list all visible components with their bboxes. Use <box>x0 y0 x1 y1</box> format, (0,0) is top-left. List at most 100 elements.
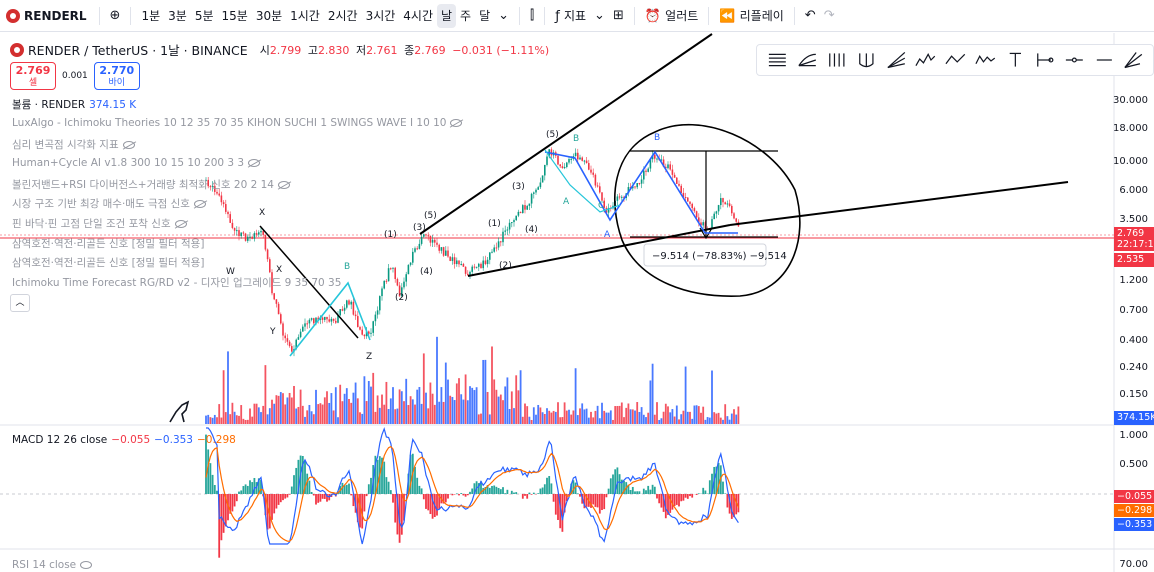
interval-5m[interactable]: 5분 <box>194 8 214 23</box>
fork-icon[interactable] <box>856 50 877 70</box>
volume-bar <box>671 409 674 424</box>
candle-style-icon[interactable]: ⫿ <box>530 7 535 23</box>
candle-body <box>370 332 372 334</box>
horizontal-ray-icon[interactable] <box>1064 50 1085 70</box>
candle-body <box>517 211 520 216</box>
indicator-legend-row[interactable]: 핀 바닥·핀 고점 단일 조건 포착 신호 <box>12 216 187 231</box>
blue-pattern-right[interactable] <box>544 150 738 234</box>
macd-hist-bar <box>447 494 449 499</box>
interval-1h[interactable]: 1시간 <box>290 8 320 23</box>
undo-icon[interactable]: ↶ <box>804 7 816 23</box>
fib-fan-icon[interactable] <box>1123 50 1144 70</box>
abc-correction-icon[interactable] <box>945 50 966 70</box>
candle-body <box>271 272 273 294</box>
macd-hist-bar <box>235 494 238 502</box>
indicator-name: 핀 바닥·핀 고점 단일 조건 포착 신호 <box>12 218 171 230</box>
volume-legend[interactable]: 볼륨 · RENDER 374.15 K <box>12 97 136 112</box>
volume-bar <box>735 414 738 424</box>
macd-hist-bar <box>240 490 243 494</box>
pitchfork-lines-icon[interactable] <box>767 50 788 70</box>
upper-trend-line[interactable] <box>419 33 713 235</box>
indicator-legend-row[interactable]: 시장 구조 기반 최강 매수·매도 극점 신호 <box>12 196 206 211</box>
triangle-wave-icon[interactable] <box>975 50 996 70</box>
indicator-legend-row[interactable]: 볼린저밴드+RSI 다이버전스+거래량 최적화 신호 20 2 14 <box>12 177 290 192</box>
indicator-legend-row[interactable]: 삼역호전·역전·리골든 신호 [정밀 필터 적용] <box>12 236 204 251</box>
indicator-legend-row[interactable]: 심리 변곡점 시각화 지표 <box>12 137 135 152</box>
layouts-grid-icon[interactable]: ⊞ <box>612 7 624 23</box>
interval-2h[interactable]: 2시간 <box>327 8 358 23</box>
macd-hist-bar <box>539 488 542 494</box>
interval-4h[interactable]: 4시간 <box>403 8 433 23</box>
indicator-legend-row[interactable]: LuxAlgo - Ichimoku Theories 10 12 35 70 … <box>12 117 463 129</box>
volume-bar <box>235 415 238 424</box>
interval-1w[interactable]: 주 <box>460 8 472 23</box>
elliott-impulse-icon[interactable] <box>915 50 936 70</box>
trend-line-icon[interactable] <box>1094 50 1115 70</box>
candle-body <box>530 193 533 204</box>
chevron-down-icon[interactable]: ⌄ <box>594 7 605 23</box>
volume-bar <box>363 376 366 424</box>
indicator-legend-row[interactable]: Human+Cycle AI v1.8 300 10 15 10 200 3 3 <box>12 157 261 169</box>
symbol-search-button[interactable]: RENDERL <box>0 4 93 28</box>
interval-3h[interactable]: 3시간 <box>365 8 396 23</box>
chevron-down-icon[interactable]: ⌄ <box>498 7 510 23</box>
eye-hidden-icon[interactable] <box>80 561 93 569</box>
volume-bar <box>475 387 478 424</box>
eye-hidden-icon[interactable] <box>122 141 135 149</box>
vertical-line-icon[interactable] <box>1005 50 1026 70</box>
current-price-tag[interactable]: 2.769 22:17:1 <box>1114 227 1154 251</box>
interval-3m[interactable]: 3분 <box>168 8 187 23</box>
candle-body <box>251 236 253 239</box>
add-symbol-icon[interactable]: ⊕ <box>109 7 121 23</box>
macd-legend[interactable]: MACD 12 26 close −0.055 −0.353 −0.298 <box>12 434 236 446</box>
gann-fan-icon[interactable] <box>797 50 818 70</box>
speed-fan-icon[interactable] <box>886 50 907 70</box>
interval-1m[interactable]: 1분 <box>141 8 161 23</box>
cycle-lines-icon[interactable] <box>826 50 847 70</box>
drawings-layer[interactable] <box>259 33 1069 357</box>
indicators-button[interactable]: ƒ 지표 <box>551 4 590 28</box>
macd-hist-bar <box>306 473 309 494</box>
spread-value: 0.001 <box>62 71 88 81</box>
volume-bar <box>711 370 713 424</box>
volume-bar <box>693 405 696 424</box>
toolbar-divider <box>793 6 795 25</box>
collapse-legend-button[interactable]: ︿ <box>10 294 30 312</box>
xyz-trend-line[interactable] <box>259 225 359 339</box>
extended-trend-line[interactable] <box>729 181 1069 226</box>
date-range-icon[interactable] <box>1034 50 1055 70</box>
replay-button[interactable]: ⏪ 리플레이 <box>715 4 788 28</box>
redo-icon[interactable]: ↷ <box>823 7 835 23</box>
sell-price: 2.769 <box>15 64 51 77</box>
macd-hist-bar <box>462 494 465 496</box>
interval-1d[interactable]: 날 <box>437 3 457 28</box>
eye-hidden-icon[interactable] <box>277 181 290 189</box>
eye-hidden-icon[interactable] <box>248 159 261 167</box>
interval-1mo[interactable]: 달 <box>479 8 491 23</box>
hand-drawn-circle[interactable] <box>613 123 801 297</box>
horizontal-line-price-tag[interactable]: 2.535 <box>1114 253 1154 267</box>
lower-trend-line[interactable] <box>467 224 731 277</box>
interval-30m[interactable]: 30분 <box>255 8 283 23</box>
volume-bar <box>587 417 590 424</box>
eye-hidden-icon[interactable] <box>450 119 463 127</box>
cyan-pattern-right[interactable] <box>544 149 621 213</box>
candle-body <box>317 317 319 320</box>
buy-button[interactable]: 2.770 바이 <box>93 62 140 90</box>
candle-body <box>634 186 636 188</box>
candle-body <box>724 202 726 205</box>
interval-15m[interactable]: 15분 <box>221 8 248 23</box>
indicator-legend-row[interactable]: Ichimoku Time Forecast RG/RD v2 - 디자인 업그… <box>12 275 341 290</box>
indicator-legend-row[interactable]: 삼역호전·역전·리골든 신호 [정밀 필터 적용] <box>12 255 204 270</box>
eye-hidden-icon[interactable] <box>174 220 187 228</box>
macd-hist-bar <box>735 494 738 515</box>
rsi-legend[interactable]: RSI 14 close <box>12 559 93 571</box>
candle-body <box>372 321 374 333</box>
alert-button[interactable]: ⏰ 얼러트 <box>641 4 702 28</box>
eye-hidden-icon[interactable] <box>193 200 206 208</box>
candle-body <box>497 241 500 248</box>
volume-bar <box>702 406 705 424</box>
sell-button[interactable]: 2.769 셀 <box>10 62 56 90</box>
cyan-pattern-left[interactable] <box>289 281 371 357</box>
